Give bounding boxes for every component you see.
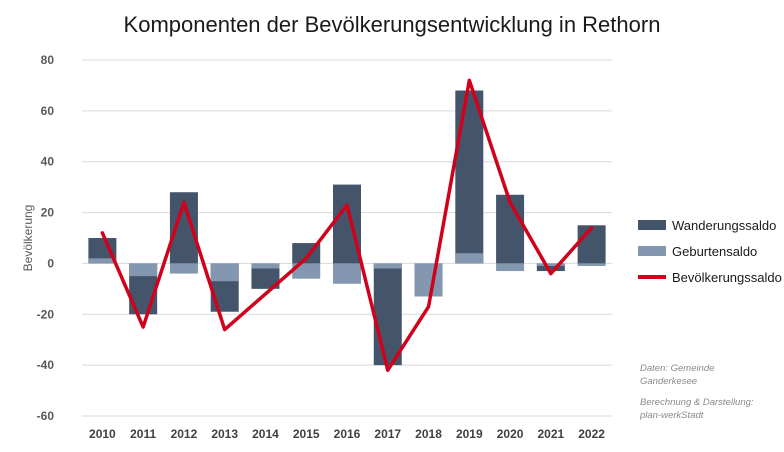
y-tick-label: 40: [41, 155, 55, 169]
source-note: Daten: Gemeinde Ganderkesee: [640, 363, 715, 387]
bar-geburtensaldo: [333, 263, 361, 284]
y-tick-label: -60: [37, 409, 55, 423]
bar-geburtensaldo: [536, 263, 565, 266]
x-tick-label: 2013: [211, 427, 238, 441]
point-bevoelkerungssaldo: [508, 200, 512, 204]
y-tick-label: -40: [37, 358, 55, 372]
x-tick-label: 2014: [252, 427, 279, 441]
bar-geburtensaldo: [129, 263, 158, 277]
bar-wanderungssaldo: [333, 184, 361, 264]
y-tick-label: 0: [47, 256, 54, 270]
bar-geburtensaldo: [414, 263, 443, 297]
y-tick-label: 80: [41, 53, 55, 67]
legend-item-geburtensaldo: Geburtensaldo: [638, 238, 782, 264]
y-axis-label: Bevölkerung: [21, 205, 35, 272]
point-bevoelkerungssaldo: [427, 305, 431, 309]
bar-geburtensaldo: [292, 263, 321, 279]
bar-geburtensaldo: [577, 263, 606, 266]
x-tick-label: 2020: [497, 427, 524, 441]
y-tick-label: 60: [41, 104, 55, 118]
legend-label-wanderungssaldo: Wanderungssaldo: [672, 217, 777, 233]
y-tick-label: -20: [37, 307, 55, 321]
calc-note: Berechnung & Darstellung: plan-werkStadt: [640, 397, 754, 421]
x-tick-label: 2015: [293, 427, 320, 441]
legend-item-bevoelkerungssaldo: Bevölkerungssaldo: [638, 264, 782, 290]
y-tick-label: 20: [41, 206, 55, 220]
bar-geburtensaldo: [169, 263, 198, 274]
x-tick-label: 2019: [456, 427, 483, 441]
bar-geburtensaldo: [496, 263, 525, 272]
x-tick-label: 2010: [89, 427, 116, 441]
bar-geburtensaldo: [455, 253, 484, 264]
legend-label-geburtensaldo: Geburtensaldo: [672, 243, 758, 259]
bar-wanderungssaldo: [577, 225, 606, 264]
bar-geburtensaldo: [88, 258, 117, 264]
point-bevoelkerungssaldo: [386, 368, 390, 372]
bar-wanderungssaldo: [496, 194, 525, 264]
x-tick-label: 2022: [578, 427, 605, 441]
x-tick-label: 2021: [537, 427, 564, 441]
legend-label-bevoelkerungssaldo: Bevölkerungssaldo: [672, 269, 782, 285]
point-bevoelkerungssaldo: [467, 78, 471, 82]
legend-swatch-bevoelkerungssaldo: [638, 275, 666, 279]
bar-wanderungssaldo: [536, 263, 565, 272]
bar-geburtensaldo: [251, 263, 280, 269]
x-tick-label: 2012: [171, 427, 198, 441]
point-bevoelkerungssaldo: [549, 272, 553, 276]
bar-wanderungssaldo: [455, 90, 484, 264]
point-bevoelkerungssaldo: [182, 200, 186, 204]
point-bevoelkerungssaldo: [263, 292, 267, 296]
point-bevoelkerungssaldo: [345, 203, 349, 207]
bar-geburtensaldo: [210, 263, 239, 282]
legend-swatch-wanderungssaldo: [638, 220, 666, 230]
x-tick-label: 2016: [334, 427, 361, 441]
point-bevoelkerungssaldo: [590, 226, 594, 230]
x-tick-label: 2011: [130, 427, 156, 441]
x-tick-label: 2018: [415, 427, 442, 441]
point-bevoelkerungssaldo: [141, 325, 145, 329]
legend-item-wanderungssaldo: Wanderungssaldo: [638, 212, 782, 238]
chart-title: Komponenten der Bevölkerungsentwicklung …: [123, 12, 661, 37]
point-bevoelkerungssaldo: [304, 256, 308, 260]
legend-swatch-geburtensaldo: [638, 246, 666, 256]
point-bevoelkerungssaldo: [100, 231, 104, 235]
point-bevoelkerungssaldo: [223, 328, 227, 332]
legend: Wanderungssaldo Geburtensaldo Bevölkerun…: [638, 212, 782, 290]
bar-wanderungssaldo: [373, 263, 402, 366]
x-tick-label: 2017: [374, 427, 401, 441]
bar-geburtensaldo: [373, 263, 402, 269]
